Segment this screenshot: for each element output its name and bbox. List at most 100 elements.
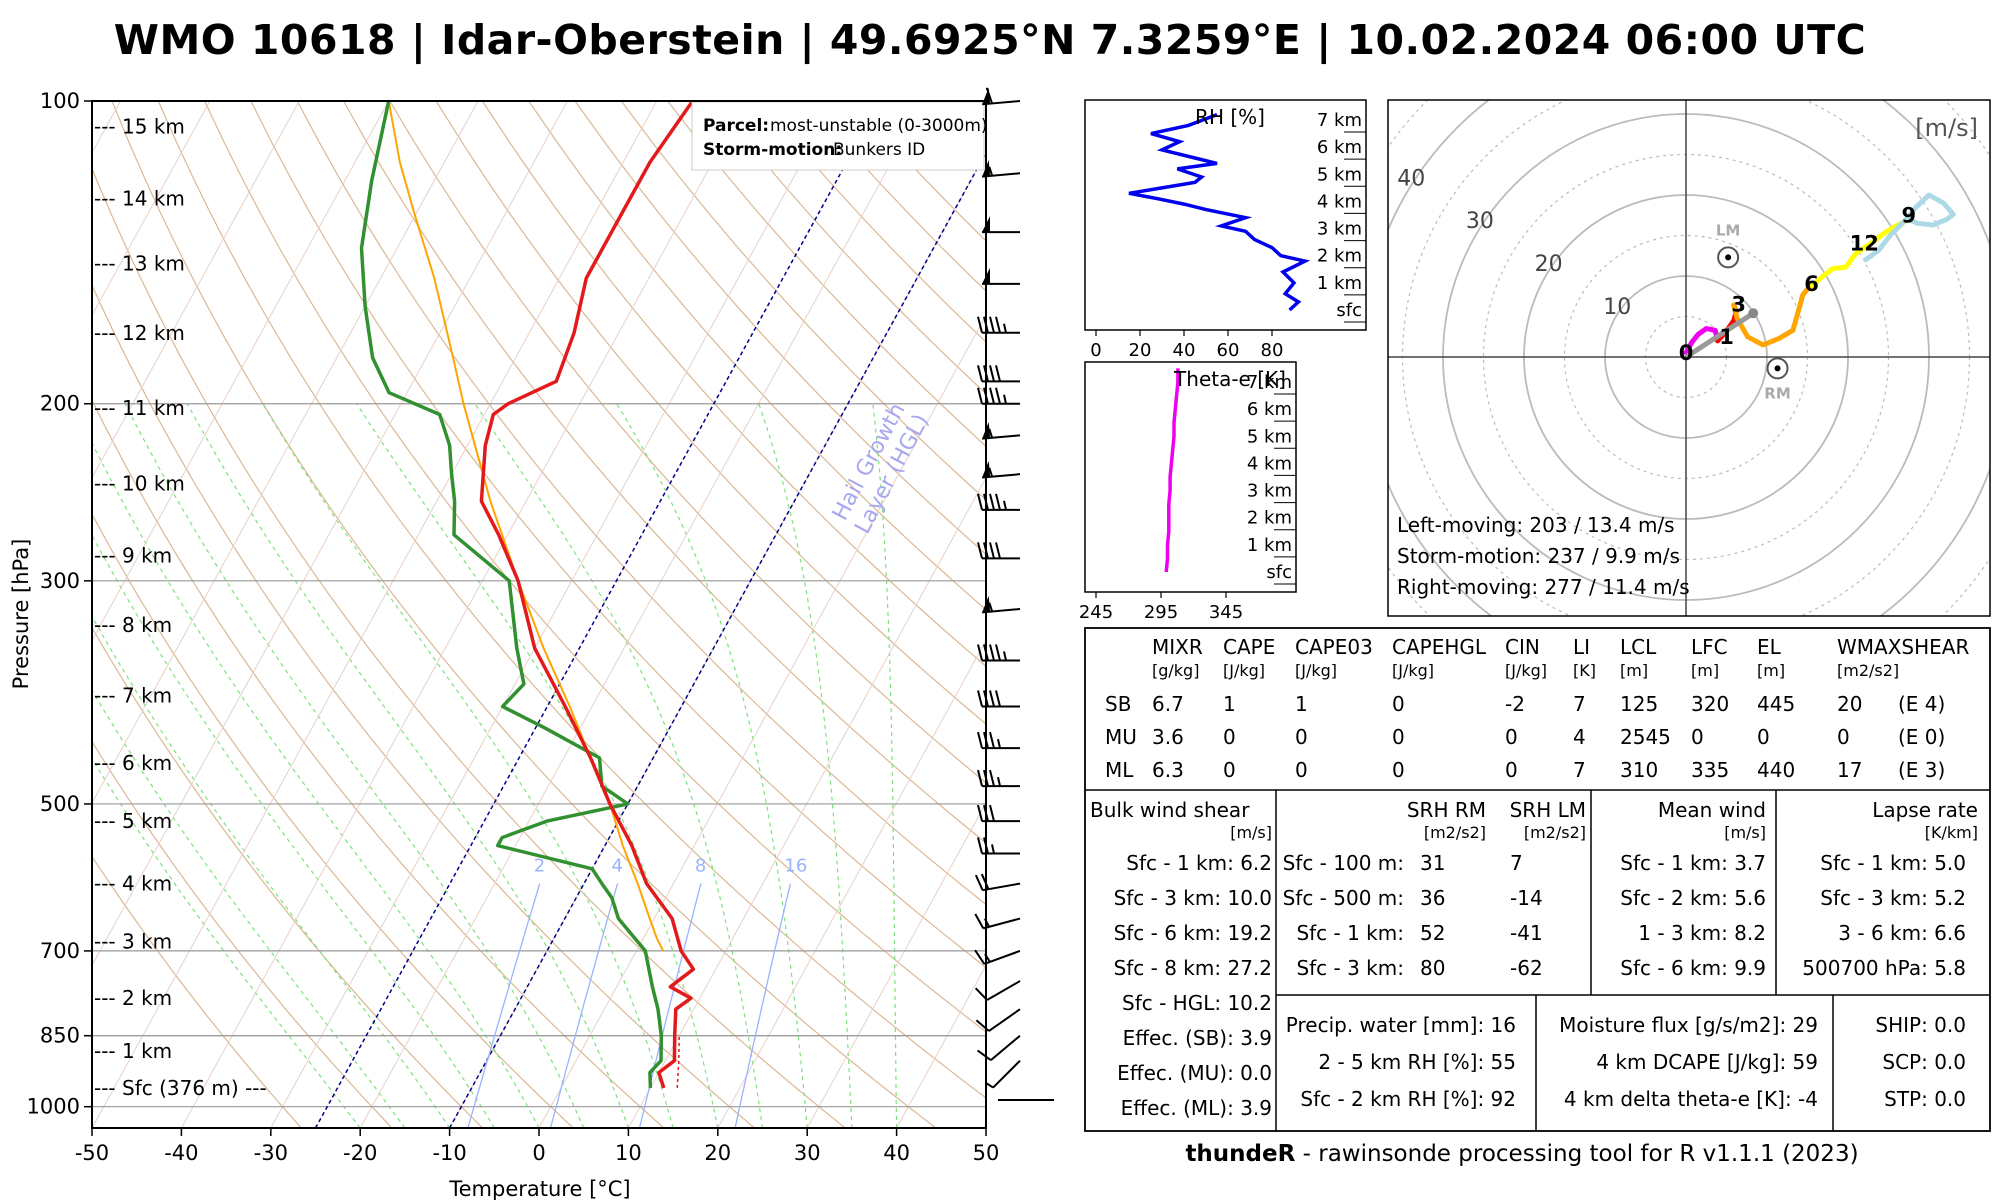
lapse-row: 500700 hPa: 5.8 — [1802, 956, 1966, 980]
barb-shaft — [983, 917, 1021, 930]
height-label: --- Sfc (376 m) --- — [94, 1076, 267, 1100]
barb-full — [995, 542, 1001, 559]
wind-barb — [977, 387, 1020, 405]
hodo-height-marker: 6 — [1804, 272, 1819, 296]
shear-row: Sfc - 6 km: 19.2 — [1114, 921, 1272, 945]
srh-row-label: Sfc - 3 km: — [1296, 956, 1404, 980]
param-unit: [K] — [1573, 661, 1596, 680]
barb-full — [977, 316, 983, 334]
param-header: LCL — [1620, 635, 1657, 659]
barb-full — [983, 316, 989, 334]
barb-flag — [982, 159, 991, 177]
level-label: sfc — [1266, 562, 1292, 583]
srh-lm-value: -41 — [1510, 921, 1543, 945]
param-header: CAPEHGL — [1392, 635, 1487, 659]
barb-full — [974, 874, 984, 891]
table-frame — [1084, 627, 1991, 1132]
wind-barbs — [974, 87, 1054, 1101]
wind-barb — [977, 493, 1020, 511]
hodo-height-marker: 9 — [1901, 203, 1916, 227]
y-tick-label: 500 — [40, 792, 80, 816]
mixing-ratio-label: 2 — [534, 856, 545, 877]
param-unit: [m] — [1691, 661, 1719, 680]
dry-adiabat — [342, 101, 986, 844]
barb-full — [989, 542, 995, 559]
wind-barb — [977, 804, 1020, 823]
barb-half — [991, 844, 995, 854]
param-value: (E 0) — [1898, 725, 1945, 749]
wind-barb — [977, 644, 1020, 662]
wind-barb — [982, 159, 1021, 178]
dry-adiabat — [296, 101, 986, 906]
wind-barb — [984, 1059, 1021, 1089]
barb-half — [997, 776, 1001, 787]
barb-flag — [982, 595, 991, 613]
lapse-row: 3 - 6 km: 6.6 — [1838, 921, 1966, 945]
barb-shaft — [986, 980, 1021, 1001]
rh-panel-line — [1128, 112, 1311, 312]
hodograph-panel: 10 20 30 40 LM RM 0 1 3 6 12 9 [m/s] Left-moving: 203… — [1387, 99, 1991, 617]
moist-adiabat — [92, 689, 406, 1128]
x-axis-label: Temperature [°C] — [448, 1177, 630, 1200]
mean-wind-point — [1748, 308, 1759, 319]
shear-row: Effec. (MU): 0.0 — [1117, 1061, 1272, 1085]
barb-half — [1003, 651, 1007, 661]
parameter-table: MIXR [g/kg] CAPE [J/kg] CAPE03 [J/kg] CAPEHGL [… — [1084, 627, 1991, 1132]
composite-row: SCP: 0.0 — [1882, 1050, 1966, 1074]
thetae-panel-line — [1164, 368, 1180, 573]
y-axis-label-group: Pressure [hPa] — [9, 539, 33, 690]
level-label: 1 km — [1317, 273, 1362, 294]
param-value: 0 — [1505, 725, 1518, 749]
isotherm — [538, 314, 986, 1128]
wind-barb — [975, 1008, 1021, 1032]
hgl-isotherm — [314, 101, 882, 1128]
param-row-label: MU — [1105, 725, 1137, 749]
param-value: -2 — [1505, 692, 1525, 716]
moist-adiabat — [474, 403, 764, 1128]
moist-adiabat — [186, 403, 629, 1128]
barb-full — [983, 690, 989, 707]
x-tick-label: 0 — [1090, 340, 1101, 361]
y-tick-label: 700 — [40, 939, 80, 963]
dry-adiabat — [204, 101, 986, 1033]
barb-shaft — [988, 1008, 1021, 1032]
param-value: 6.3 — [1152, 758, 1184, 782]
param-value: 0 — [1837, 725, 1850, 749]
lapse-row: Sfc - 3 km: 5.2 — [1820, 886, 1966, 910]
param-header: LI — [1573, 635, 1590, 659]
dry-adiabat — [92, 283, 755, 1128]
barb-full — [989, 365, 995, 382]
isotherm — [92, 101, 479, 804]
param-header: MIXR — [1152, 635, 1203, 659]
legend-motion-label: Storm-motion: — [703, 140, 842, 160]
barb-full — [975, 1019, 990, 1032]
y-tick-label: 200 — [40, 392, 80, 416]
shear-row: Effec. (SB): 3.9 — [1123, 1026, 1272, 1050]
height-label: --- 4 km — [94, 872, 172, 896]
isotherm — [92, 101, 390, 642]
moisture-row: Precip. water [mm]: 16 — [1286, 1013, 1516, 1037]
barb-half — [984, 953, 991, 963]
isotherm — [717, 639, 986, 1128]
wind-barb — [982, 267, 1020, 285]
barb-full — [983, 493, 989, 511]
moisture-row: 2 - 5 km RH [%]: 55 — [1318, 1050, 1516, 1074]
x-tick-label: 50 — [973, 1141, 1000, 1165]
barb-full — [985, 87, 994, 104]
storm-motion-dot — [1725, 254, 1732, 261]
y-tick-label: 100 — [40, 89, 80, 113]
x-tick-label: -40 — [164, 1141, 198, 1165]
wind-barb — [976, 1034, 1021, 1061]
barb-full — [995, 644, 1001, 661]
height-label: --- 13 km — [94, 251, 185, 275]
temperature-curve — [479, 101, 696, 1089]
composite-row: SHIP: 0.0 — [1875, 1013, 1966, 1037]
barb-full — [983, 804, 989, 822]
mixing-ratio-line — [467, 883, 541, 1128]
storm-motion-dot — [1774, 365, 1781, 372]
storm-motion-label: RM — [1764, 384, 1790, 402]
barb-half — [997, 738, 1001, 749]
height-label: --- 15 km — [94, 114, 185, 138]
moist-adiabat — [92, 757, 361, 1128]
